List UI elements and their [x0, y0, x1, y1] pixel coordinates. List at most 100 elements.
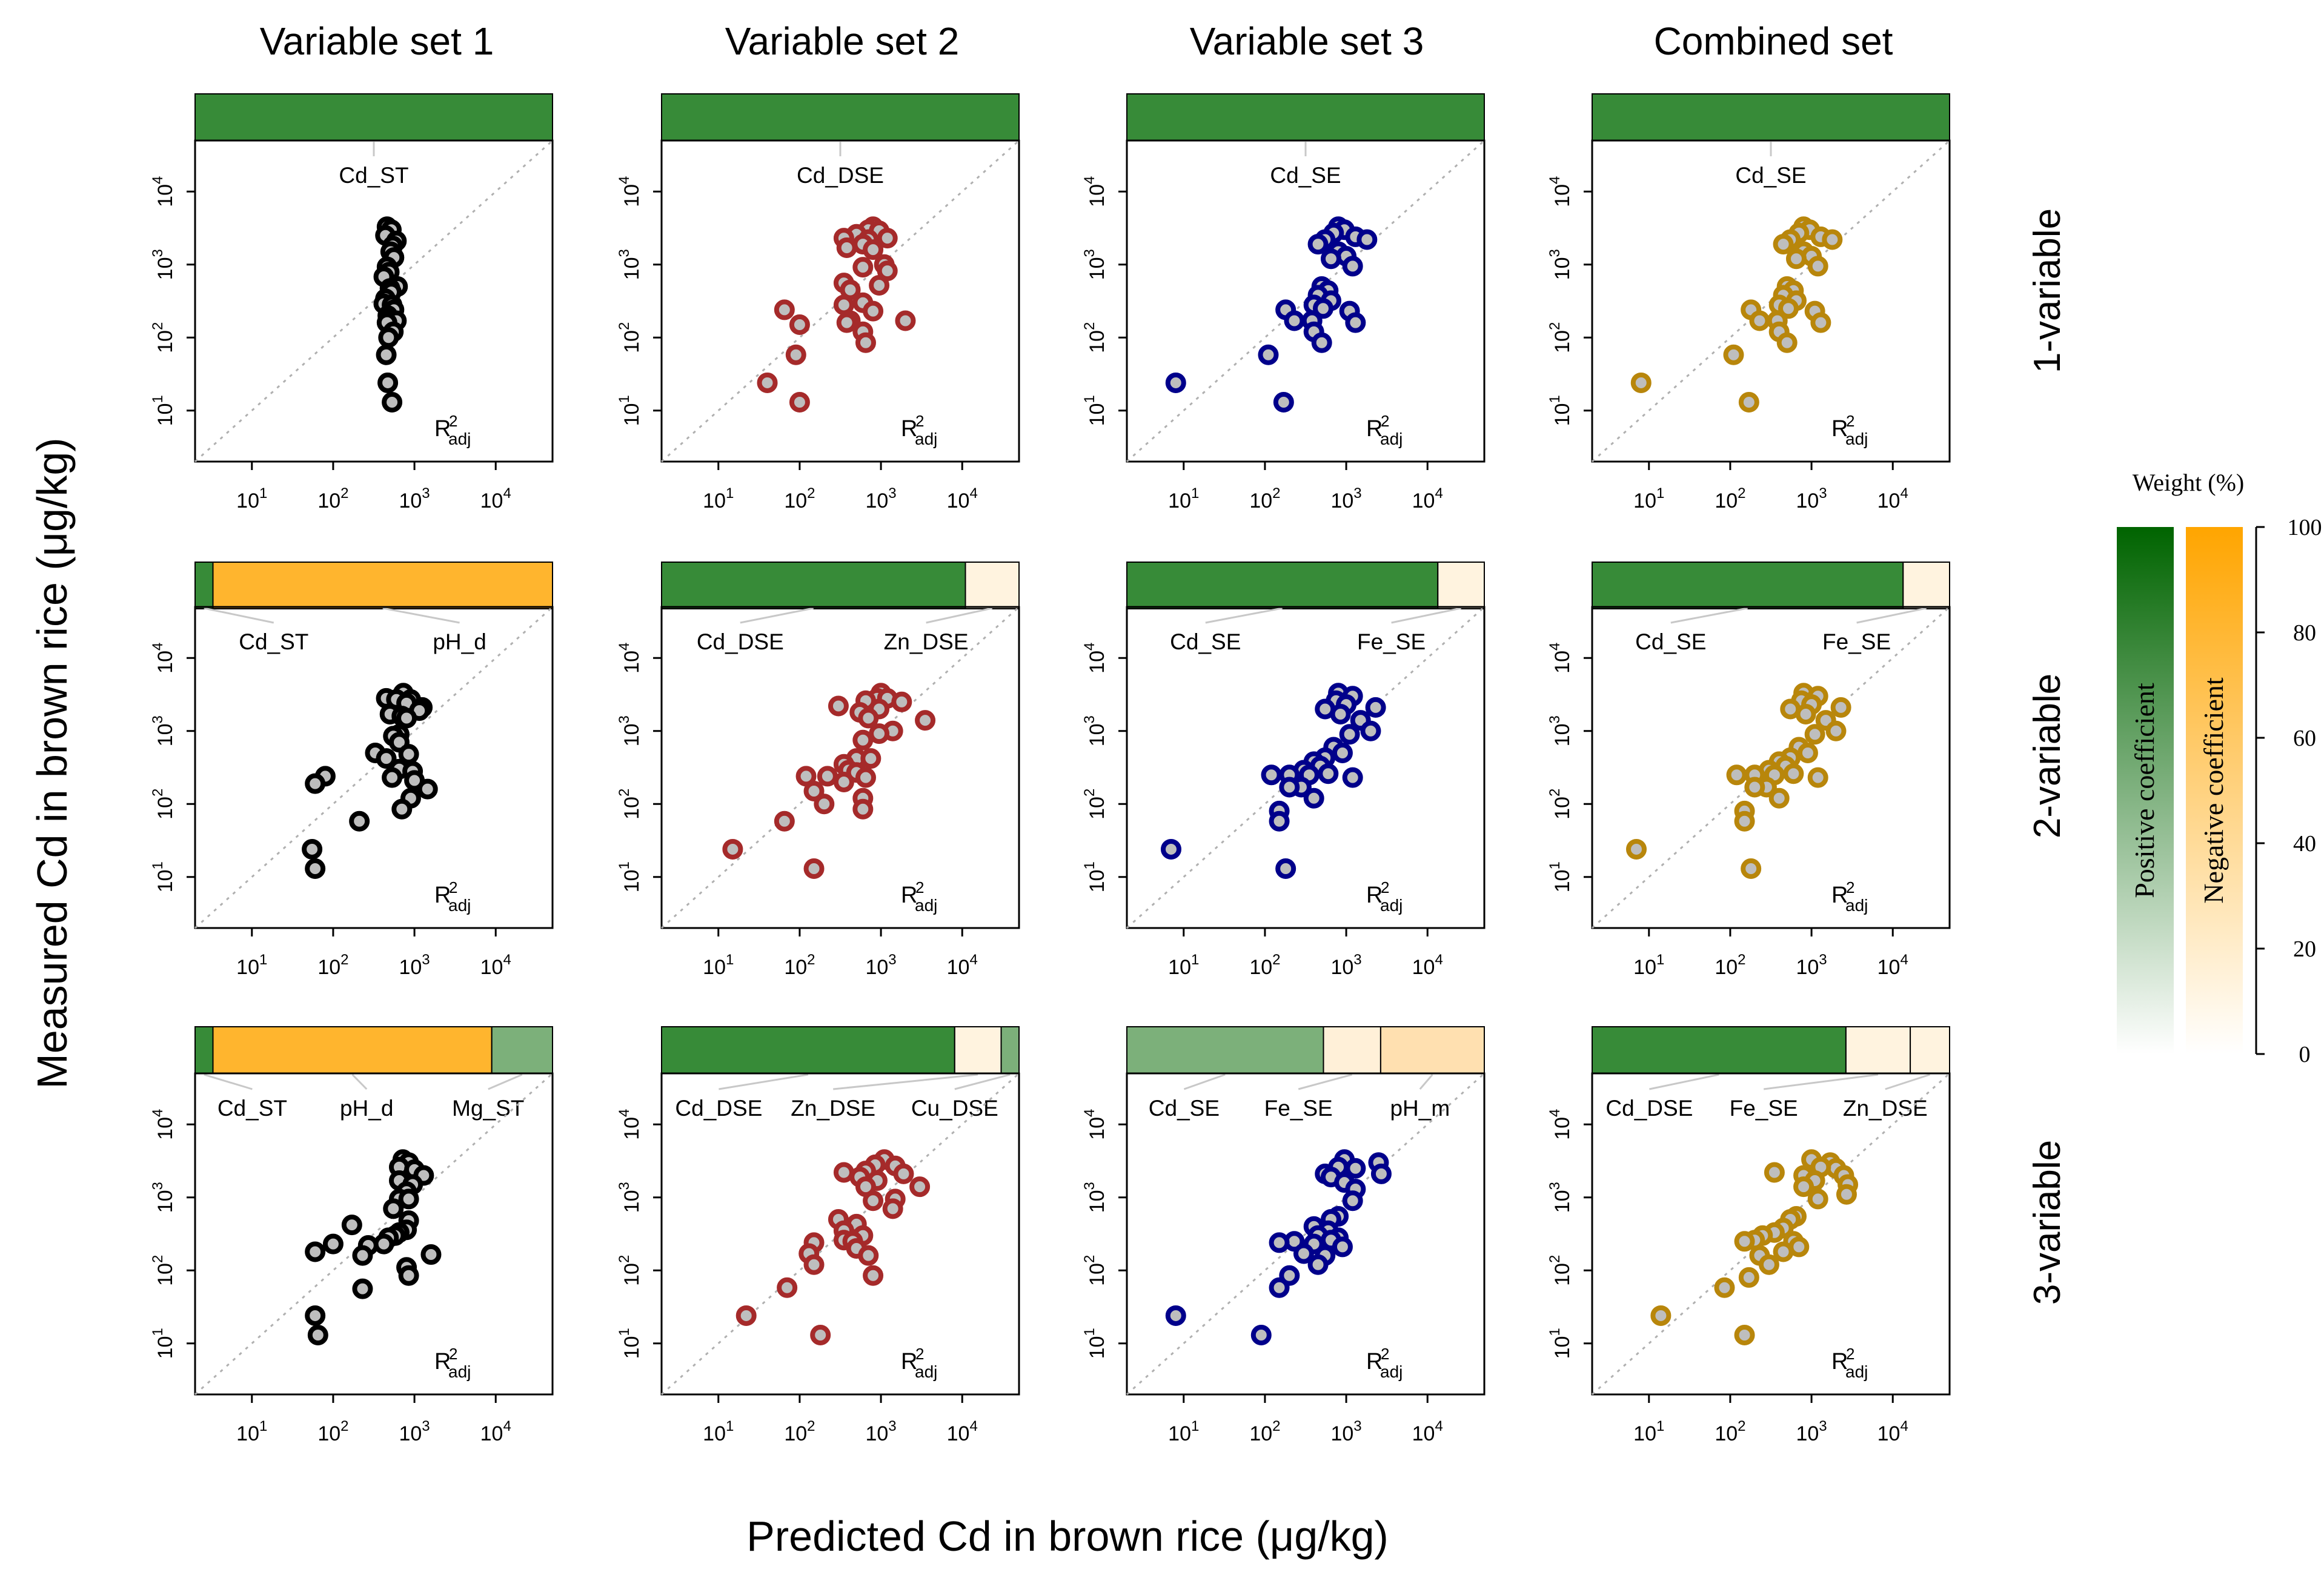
r2-superscript: 2 — [1381, 878, 1389, 897]
r2-label: R — [1366, 883, 1383, 908]
r2-superscript: 2 — [449, 1345, 457, 1363]
data-point — [855, 332, 876, 353]
data-point — [1723, 344, 1744, 365]
weight-bar-segment — [661, 93, 1020, 141]
data-point — [383, 1198, 404, 1219]
data-point — [1345, 1158, 1366, 1179]
data-point — [828, 695, 849, 717]
r2-superscript: 2 — [915, 878, 924, 897]
y-tick-label: 102 — [1547, 1255, 1574, 1286]
weight-bar-segment — [1323, 1026, 1381, 1074]
x-tick-label: 102 — [1249, 485, 1280, 512]
data-point — [833, 771, 854, 792]
data-point — [735, 1305, 757, 1326]
data-point — [789, 314, 810, 336]
variable-label: pH_m — [1390, 1096, 1450, 1121]
r2-subscript: adj — [915, 896, 937, 915]
data-point — [1793, 1176, 1814, 1198]
y-tick-label: 101 — [1547, 1328, 1574, 1359]
data-point — [1293, 1243, 1314, 1264]
x-tick-label: 103 — [399, 952, 430, 979]
r2-subscript: adj — [1380, 429, 1403, 448]
data-point — [1365, 697, 1386, 718]
x-tick-label: 104 — [1877, 1418, 1908, 1445]
y-tick-label: 102 — [1547, 322, 1574, 353]
leader-line — [382, 607, 460, 624]
data-point — [722, 838, 743, 860]
plot-frame — [1591, 139, 1951, 463]
one-to-one-line — [1126, 1072, 1486, 1396]
x-tick-label: 102 — [317, 952, 348, 979]
y-tick-label: 104 — [1081, 1109, 1109, 1140]
y-tick-label: 103 — [1547, 249, 1574, 280]
column-title: Variable set 2 — [725, 19, 960, 63]
r2-label: R — [901, 416, 917, 442]
variable-label: Cd_DSE — [1605, 1096, 1693, 1121]
data-point — [1273, 392, 1294, 413]
data-point — [891, 691, 912, 712]
y-tick-label: 103 — [150, 249, 177, 280]
y-tick-label: 103 — [1081, 249, 1109, 280]
data-point — [1279, 777, 1300, 798]
weight-bar-segment — [212, 1026, 493, 1074]
r2-label: R — [1366, 416, 1383, 442]
leader-line — [488, 1073, 523, 1090]
data-point — [1776, 332, 1798, 353]
data-point — [377, 372, 399, 393]
y-tick-label: 102 — [150, 322, 177, 353]
r2-subscript: adj — [915, 1362, 937, 1381]
data-point — [376, 748, 397, 769]
data-point — [893, 1163, 914, 1184]
data-point — [322, 1233, 344, 1255]
y-tick-label: 101 — [150, 1328, 177, 1359]
data-point — [915, 710, 936, 731]
weight-bar-segment — [1592, 1026, 1847, 1074]
data-point — [877, 228, 898, 249]
one-to-one-line — [194, 606, 554, 929]
r2-superscript: 2 — [1846, 878, 1854, 897]
y-tick-label: 103 — [1547, 1182, 1574, 1213]
x-tick-label: 104 — [480, 485, 511, 512]
x-tick-label: 102 — [784, 952, 815, 979]
r2-label: R — [434, 416, 451, 442]
r2-subscript: adj — [448, 896, 471, 915]
data-point — [1807, 256, 1828, 277]
negative-coefficient-label: Negative coefficient — [2198, 677, 2229, 904]
leader-line — [1670, 607, 1748, 624]
data-point — [1625, 838, 1647, 860]
y-tick-label: 104 — [616, 1109, 643, 1140]
data-point — [378, 327, 399, 348]
variable-label: Cd_DSE — [797, 163, 884, 188]
weight-bar-segment — [954, 1026, 1002, 1074]
plot-frame — [1126, 606, 1486, 929]
y-tick-label: 101 — [150, 861, 177, 892]
leader-line — [351, 1073, 368, 1090]
y-tick-label: 102 — [1081, 789, 1109, 820]
x-tick-label: 101 — [236, 485, 267, 512]
y-tick-label: 102 — [150, 789, 177, 820]
variable-label: Cd_ST — [339, 163, 408, 188]
y-tick-label: 101 — [1547, 395, 1574, 426]
data-point — [1836, 1184, 1857, 1205]
x-tick-label: 103 — [865, 1418, 896, 1445]
variable-label: Zn_DSE — [1843, 1096, 1928, 1121]
r2-label: R — [1831, 416, 1848, 442]
data-point — [1345, 312, 1366, 333]
data-point — [1269, 1277, 1290, 1298]
x-tick-label: 104 — [947, 1418, 978, 1445]
data-point — [1370, 1163, 1392, 1184]
data-point — [1741, 858, 1762, 880]
plot-frame — [660, 606, 1020, 929]
data-point — [1342, 1190, 1363, 1211]
data-point — [1734, 1231, 1755, 1252]
x-tick-label: 101 — [703, 952, 734, 979]
y-tick-label: 103 — [1081, 1182, 1109, 1213]
plot-frame — [1126, 139, 1486, 463]
leader-line — [1764, 1073, 1879, 1090]
variable-label: Cu_DSE — [911, 1096, 998, 1121]
y-tick-label: 103 — [1547, 715, 1574, 746]
positive-gradient-bar — [2117, 527, 2174, 1054]
r2-superscript: 2 — [915, 412, 924, 430]
r2-label: R — [1831, 883, 1848, 908]
x-tick-label: 104 — [1412, 485, 1443, 512]
